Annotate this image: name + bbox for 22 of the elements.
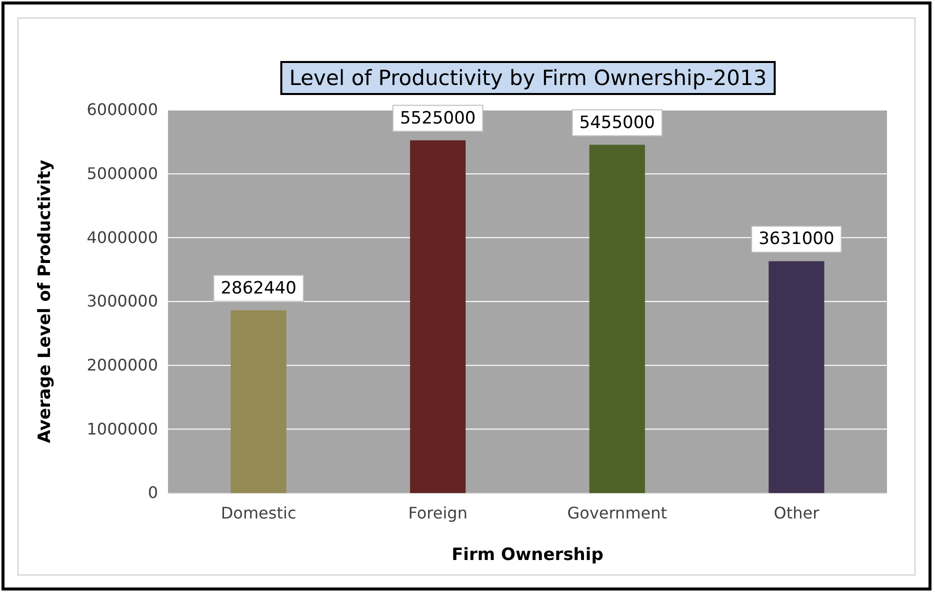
y-tick-label: 3000000 [86, 292, 158, 311]
y-tick-label: 5000000 [86, 164, 158, 183]
bar [589, 144, 645, 493]
x-tick-label: Other [774, 503, 820, 522]
y-tick-label: 4000000 [86, 228, 158, 247]
y-tick-label: 6000000 [86, 100, 158, 120]
data-label: 2862440 [220, 278, 296, 298]
data-label: 5525000 [400, 108, 476, 128]
x-axis-title: Firm Ownership [452, 545, 604, 565]
bar [768, 261, 824, 493]
y-axis-title: Average Level of Productivity [35, 160, 55, 444]
y-tick-label: 0 [148, 483, 158, 502]
y-tick-label: 2000000 [86, 355, 158, 374]
x-tick-label: Government [567, 503, 668, 522]
bar [410, 140, 466, 493]
y-tick-label: 1000000 [86, 419, 158, 438]
x-tick-label: Domestic [220, 503, 296, 522]
data-label: 5455000 [579, 112, 656, 133]
chart-title: Level of Productivity by Firm Ownership-2013 [289, 66, 767, 90]
x-tick-label: Foreign [408, 503, 468, 522]
bar [230, 310, 286, 493]
data-label: 3631000 [758, 229, 834, 250]
